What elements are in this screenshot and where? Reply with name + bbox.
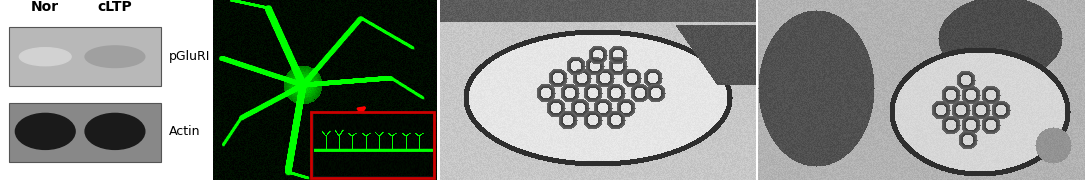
- Bar: [10, 27, 161, 86]
- Ellipse shape: [85, 46, 145, 68]
- Ellipse shape: [15, 113, 75, 149]
- Ellipse shape: [85, 113, 145, 149]
- Text: Nor: Nor: [32, 0, 60, 14]
- Ellipse shape: [20, 48, 71, 66]
- Bar: [311, 112, 434, 178]
- Text: pGluRI: pGluRI: [169, 50, 210, 63]
- Text: Actin: Actin: [169, 125, 200, 138]
- Text: cLTP: cLTP: [98, 0, 133, 14]
- Bar: [10, 103, 161, 162]
- Bar: [311, 112, 434, 178]
